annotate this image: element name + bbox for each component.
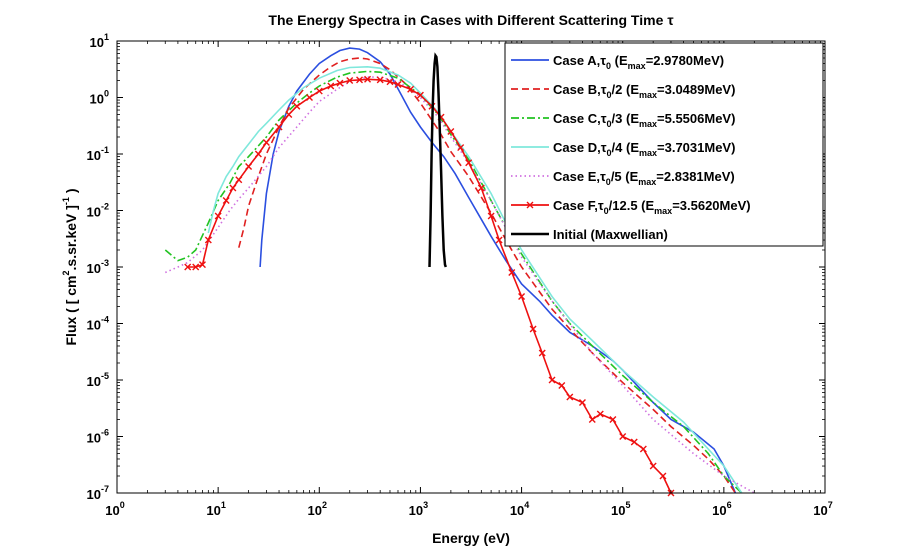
- chart-title: The Energy Spectra in Cases with Differe…: [268, 12, 674, 28]
- legend-label-1: Case B,τ0/2 (Emax=3.0489MeV): [553, 82, 735, 100]
- legend-box: [504, 42, 824, 247]
- series-marker-5-16: [327, 82, 335, 90]
- y-tick-label-2: 10-1: [87, 145, 109, 163]
- series-marker-5-35: [518, 293, 526, 301]
- series-marker-5-15: [315, 87, 323, 95]
- series-marker-5-34: [508, 268, 516, 276]
- series-marker-5-24: [407, 85, 415, 93]
- axes-layer: 100 101 102 103 104 105 106 107 101 100 10-1 10-2 10…: [87, 32, 833, 518]
- series-line-4: [164, 76, 755, 494]
- series-marker-5-49: [659, 472, 667, 480]
- series-marker-5-42: [588, 415, 596, 423]
- series-marker-5-46: [630, 438, 638, 446]
- legend-label-4: Case E,τ0/5 (Emax=2.8381MeV): [553, 169, 735, 187]
- legend-label-6: Initial (Maxwellian): [553, 227, 668, 242]
- series-marker-5-11: [275, 123, 283, 131]
- series-marker-5-9: [254, 150, 262, 158]
- series-marker-5-19: [356, 76, 364, 84]
- series-marker-5-18: [346, 76, 354, 84]
- series-marker-5-12: [285, 111, 293, 119]
- x-tick-label-0: 100: [105, 500, 124, 518]
- series-marker-5-39: [558, 381, 566, 389]
- series-marker-5-2: [198, 261, 206, 269]
- x-tick-label-5: 105: [611, 500, 630, 518]
- x-tick-label-1: 101: [206, 500, 225, 518]
- y-tick-label-8: 10-7: [87, 484, 109, 502]
- y-tick-label-3: 10-2: [87, 202, 109, 220]
- series-marker-5-5: [222, 197, 230, 205]
- series-marker-5-32: [487, 212, 495, 220]
- y-tick-label-4: 10-3: [87, 258, 109, 276]
- series-marker-5-37: [538, 349, 546, 357]
- x-tick-label-6: 106: [712, 500, 731, 518]
- series-marker-5-4: [214, 212, 222, 220]
- legend: Case A,τ0 (Emax=2.9780MeV) Case B,τ0/2 (E…: [504, 42, 824, 247]
- y-tick-label-1: 100: [90, 89, 109, 107]
- series-line-1: [238, 57, 737, 494]
- x-tick-label-3: 103: [409, 500, 428, 518]
- series-marker-5-1: [192, 263, 200, 271]
- series-marker-5-30: [465, 159, 473, 167]
- y-axis-label: Flux ( [ cm2.s.sr.keV ]-1 ): [61, 189, 79, 346]
- series-marker-5-45: [619, 433, 627, 440]
- series-marker-5-7: [235, 176, 243, 184]
- series-marker-5-22: [386, 78, 394, 86]
- series-marker-5-6: [229, 184, 237, 192]
- series-layer: [164, 47, 755, 497]
- series-marker-5-17: [336, 79, 344, 87]
- chart-title-symbol: τ: [667, 12, 674, 28]
- series-marker-5-8: [245, 163, 253, 171]
- y-axis-label-text: Flux ( [ cm2.s.sr.keV ]-1 ): [61, 189, 79, 346]
- series-marker-5-13: [293, 102, 301, 110]
- series-marker-5-3: [204, 236, 212, 244]
- legend-label-5: Case F,τ0/12.5 (Emax=3.5620MeV): [553, 198, 751, 216]
- x-tick-label-2: 102: [308, 500, 327, 518]
- series-marker-5-20: [364, 75, 372, 83]
- series-marker-5-43: [596, 410, 604, 418]
- legend-label-2: Case C,τ0/3 (Emax=5.5506MeV): [553, 111, 735, 129]
- y-tick-label-0: 101: [90, 32, 109, 50]
- series-marker-5-44: [609, 415, 617, 423]
- legend-marker-5: [526, 201, 534, 209]
- series-marker-5-28: [447, 128, 455, 136]
- y-tick-label-7: 10-6: [87, 428, 109, 446]
- series-marker-5-14: [305, 94, 313, 101]
- series-marker-5-47: [639, 445, 647, 453]
- series-marker-5-10: [262, 138, 270, 146]
- x-axis-label: Energy (eV): [432, 530, 510, 546]
- series-line-3: [207, 65, 743, 494]
- series-marker-5-41: [578, 398, 586, 406]
- series-marker-5-23: [394, 80, 402, 88]
- series-marker-5-29: [457, 144, 465, 152]
- legend-label-0: Case A,τ0 (Emax=2.9780MeV): [553, 53, 724, 71]
- series-marker-5-40: [566, 393, 574, 401]
- series-line-6: [428, 52, 447, 268]
- y-tick-label-5: 10-4: [87, 315, 109, 333]
- series-marker-5-48: [649, 462, 657, 470]
- series-marker-5-36: [529, 325, 537, 333]
- series-marker-5-38: [548, 376, 556, 384]
- series-marker-5-21: [376, 76, 384, 84]
- x-tick-label-7: 107: [813, 500, 832, 518]
- legend-label-3: Case D,τ0/4 (Emax=3.7031MeV): [553, 140, 735, 158]
- series-marker-5-0: [184, 263, 192, 271]
- series-marker-5-33: [495, 236, 503, 244]
- series-marker-5-25: [416, 91, 424, 99]
- x-tick-label-4: 104: [510, 500, 529, 518]
- series-marker-5-31: [477, 184, 485, 192]
- y-tick-label-6: 10-5: [87, 371, 109, 389]
- chart-title-text: The Energy Spectra in Cases with Differe…: [268, 12, 663, 28]
